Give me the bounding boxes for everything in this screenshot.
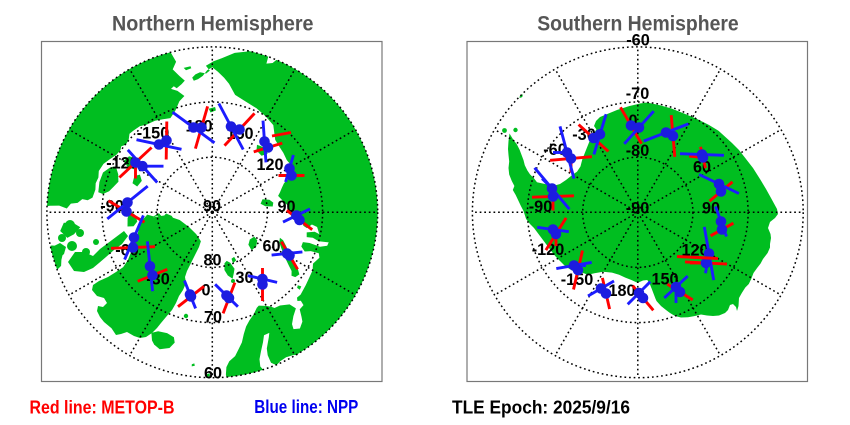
- svg-text:-60: -60: [626, 31, 650, 50]
- svg-text:Red line: METOP-B: Red line: METOP-B: [30, 396, 175, 417]
- svg-text:60: 60: [204, 364, 222, 383]
- svg-text:30: 30: [236, 268, 254, 287]
- svg-text:-70: -70: [626, 84, 650, 103]
- svg-text:Southern Hemisphere: Southern Hemisphere: [537, 13, 739, 36]
- svg-text:90: 90: [278, 197, 296, 216]
- svg-text:70: 70: [204, 308, 222, 327]
- svg-text:-150: -150: [137, 124, 170, 143]
- svg-text:150: 150: [652, 270, 679, 289]
- svg-text:-60: -60: [543, 140, 567, 159]
- svg-text:90: 90: [203, 197, 221, 216]
- svg-text:-90: -90: [529, 197, 553, 216]
- svg-text:120: 120: [257, 155, 284, 174]
- svg-text:60: 60: [693, 158, 711, 177]
- svg-text:120: 120: [682, 241, 709, 260]
- svg-text:60: 60: [263, 237, 281, 256]
- svg-text:0: 0: [202, 281, 211, 300]
- svg-text:0: 0: [629, 111, 638, 130]
- svg-text:90: 90: [702, 199, 720, 218]
- svg-text:Blue line: NPP: Blue line: NPP: [254, 396, 358, 417]
- svg-text:180: 180: [609, 281, 636, 300]
- svg-text:-90: -90: [626, 199, 650, 218]
- svg-text:-80: -80: [626, 141, 650, 160]
- svg-text:80: 80: [204, 251, 222, 270]
- svg-text:Northern Hemisphere: Northern Hemisphere: [112, 13, 314, 36]
- svg-text:-90: -90: [100, 197, 124, 216]
- svg-text:-120: -120: [532, 240, 565, 259]
- svg-text:TLE Epoch: 2025/9/16: TLE Epoch: 2025/9/16: [452, 396, 630, 417]
